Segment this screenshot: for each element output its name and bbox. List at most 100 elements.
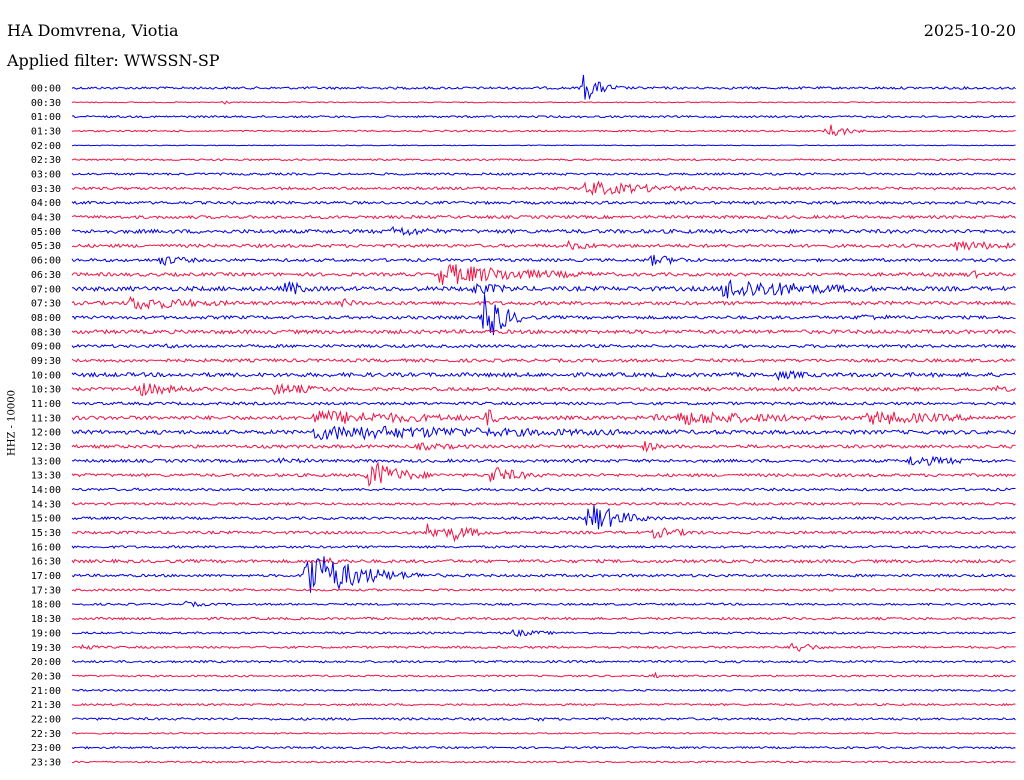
time-tick-label: 22:00 — [31, 714, 61, 725]
trace-line-1830 — [71, 616, 1016, 621]
time-tick-label: 05:00 — [31, 227, 61, 238]
time-tick-label: 15:00 — [31, 514, 61, 525]
time-tick-label: 01:00 — [31, 112, 61, 123]
time-tick-label: 02:30 — [31, 155, 61, 166]
trace-line-2200 — [71, 716, 1016, 722]
time-tick-label: 12:00 — [31, 428, 61, 439]
trace-line-0930 — [71, 357, 1016, 364]
trace-line-1900 — [71, 628, 1016, 638]
trace-line-2130 — [72, 702, 1016, 707]
trace-line-1300 — [71, 455, 1016, 466]
time-tick-label: 01:30 — [31, 127, 61, 138]
trace-line-1200 — [71, 425, 1016, 441]
trace-line-0230 — [71, 158, 1016, 162]
trace-line-0900 — [71, 343, 1016, 349]
trace-line-1800 — [72, 600, 1016, 608]
trace-line-2300 — [71, 745, 1016, 750]
trace-line-0500 — [71, 225, 1016, 237]
time-tick-label: 20:00 — [31, 657, 61, 668]
time-tick-label: 19:30 — [31, 643, 61, 654]
time-tick-label: 21:30 — [31, 700, 61, 711]
time-tick-label: 02:00 — [31, 141, 61, 152]
time-tick-label: 08:30 — [31, 327, 61, 338]
time-tick-label: 19:00 — [31, 628, 61, 639]
time-tick-label: 06:00 — [31, 256, 61, 267]
time-tick-label: 15:30 — [31, 528, 61, 539]
time-tick-label: 05:30 — [31, 241, 61, 252]
time-tick-label: 16:30 — [31, 557, 61, 568]
time-tick-label: 20:30 — [31, 671, 61, 682]
time-tick-label: 07:30 — [31, 299, 61, 310]
trace-line-0000 — [71, 74, 1016, 101]
trace-line-1100 — [71, 401, 1016, 406]
time-tick-label: 03:30 — [31, 184, 61, 195]
filter-label: Applied filter: WWSSN-SP — [7, 51, 220, 70]
trace-line-0030 — [71, 100, 1016, 105]
trace-line-1400 — [71, 487, 1016, 492]
time-tick-label: 00:30 — [31, 98, 61, 109]
time-tick-label: 17:30 — [31, 585, 61, 596]
time-tick-label: 18:30 — [31, 614, 61, 625]
time-tick-label: 14:00 — [31, 485, 61, 496]
trace-line-1230 — [71, 441, 1016, 453]
trace-line-1730 — [71, 588, 1016, 592]
time-tick-label: 08:00 — [31, 313, 61, 324]
time-tick-label: 06:30 — [31, 270, 61, 281]
time-tick-label: 12:30 — [31, 442, 61, 453]
time-tick-label: 09:00 — [31, 342, 61, 353]
trace-line-1030 — [71, 382, 1016, 397]
trace-line-0100 — [71, 114, 1016, 119]
time-tick-label: 04:00 — [31, 198, 61, 209]
trace-line-0530 — [71, 239, 1016, 251]
time-tick-label: 10:30 — [31, 385, 61, 396]
trace-line-2030 — [71, 671, 1016, 679]
time-tick-label: 16:00 — [31, 542, 61, 553]
trace-line-0830 — [71, 328, 1016, 335]
date-label: 2025-10-20 — [923, 21, 1016, 40]
trace-line-1600 — [71, 544, 1016, 549]
trace-line-1930 — [71, 642, 1016, 652]
trace-line-0300 — [71, 172, 1016, 176]
trace-line-0200 — [71, 144, 1016, 147]
trace-line-1330 — [71, 461, 1016, 487]
time-tick-label: 23:00 — [31, 743, 61, 754]
time-tick-label: 23:30 — [31, 757, 61, 768]
time-tick-label: 10:00 — [31, 370, 61, 381]
trace-line-0700 — [71, 278, 1016, 299]
time-tick-label: 07:00 — [31, 284, 61, 295]
time-tick-label: 04:30 — [31, 213, 61, 224]
time-tick-label: 21:00 — [31, 686, 61, 697]
trace-line-0630 — [71, 263, 1016, 285]
trace-line-1530 — [71, 523, 1016, 543]
time-tick-label: 11:00 — [31, 399, 61, 410]
trace-line-2330 — [72, 760, 1016, 764]
trace-line-1000 — [71, 370, 1016, 382]
time-tick-label: 11:30 — [31, 413, 61, 424]
trace-line-2230 — [71, 731, 1016, 735]
trace-line-1500 — [71, 504, 1016, 530]
trace-line-2000 — [71, 659, 1016, 664]
trace-line-1430 — [71, 501, 1016, 506]
time-tick-label: 22:30 — [31, 729, 61, 740]
trace-line-2100 — [71, 688, 1016, 692]
trace-line-0730 — [71, 295, 1016, 311]
station-title: HA Domvrena, Viotia — [7, 21, 179, 40]
trace-line-1130 — [71, 409, 1016, 426]
trace-line-0600 — [71, 254, 1016, 267]
time-tick-label: 18:00 — [31, 600, 61, 611]
trace-line-0430 — [71, 214, 1016, 220]
trace-line-0800 — [71, 294, 1016, 336]
trace-line-0330 — [71, 180, 1016, 196]
time-tick-label: 13:00 — [31, 456, 61, 467]
time-tick-label: 00:00 — [31, 84, 61, 95]
time-tick-label: 17:00 — [31, 571, 61, 582]
time-tick-label: 03:00 — [31, 170, 61, 181]
time-tick-label: 13:30 — [31, 471, 61, 482]
trace-line-1630 — [71, 556, 1016, 565]
trace-line-1700 — [71, 556, 1016, 593]
time-tick-label: 14:30 — [31, 499, 61, 510]
trace-line-0400 — [71, 200, 1016, 206]
trace-line-0130 — [71, 124, 1016, 137]
time-tick-label: 09:30 — [31, 356, 61, 367]
